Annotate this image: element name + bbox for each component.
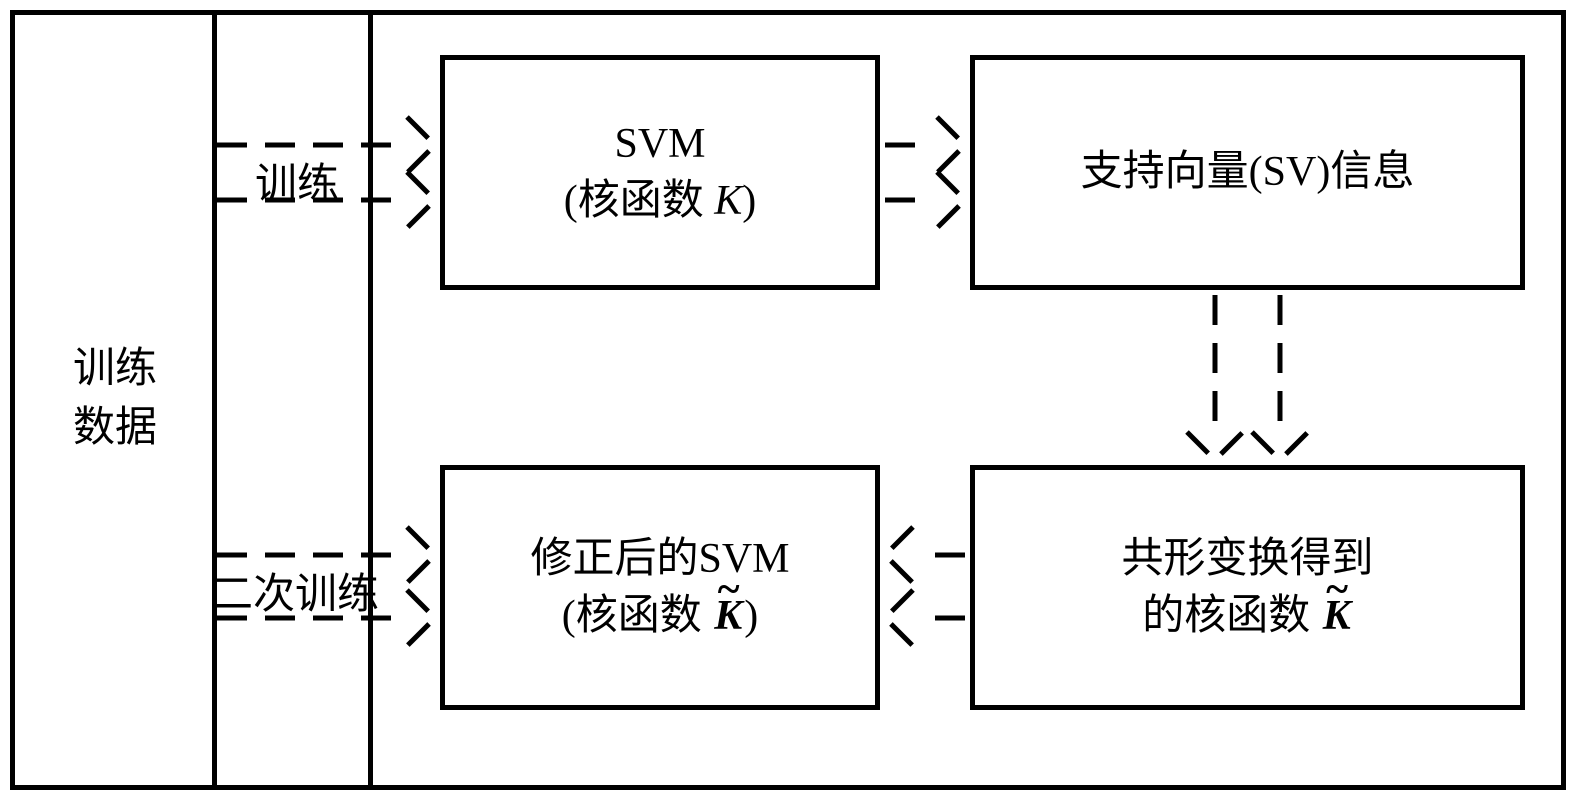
svm2-box: 修正后的SVM (核函数 K) [440,465,880,710]
svm-box: SVM (核函数 K) [440,55,880,290]
sv-info-line1: 支持向量(SV)信息 [1081,144,1415,201]
sv-info-box: 支持向量(SV)信息 [970,55,1525,290]
svm2-kvar: K [712,588,744,645]
svm-line1: SVM [614,116,705,173]
conformal-line2: 的核函数 K [1142,588,1353,645]
train-edge-label: 训练 [242,150,352,211]
svm-line2: (核函数 K) [564,173,757,230]
svm2-line1: 修正后的SVM [530,531,789,588]
diagram-canvas: 训练 数据 训练 二次训练 SVM (核函数 K) 支持向量(SV)信息 修正后… [0,0,1576,800]
conformal-kvar: K [1321,588,1353,645]
training-data-line2: 数据 [55,399,175,458]
svm2-line2: (核函数 K) [562,588,759,645]
conformal-box: 共形变换得到 的核函数 K [970,465,1525,710]
svm-kvar: K [714,178,742,224]
training-data-line1: 训练 [55,340,175,399]
divider-2 [368,15,373,785]
training-data-label: 训练 数据 [55,340,175,458]
divider-1 [212,15,217,785]
retrain-edge-label: 二次训练 [210,560,380,621]
